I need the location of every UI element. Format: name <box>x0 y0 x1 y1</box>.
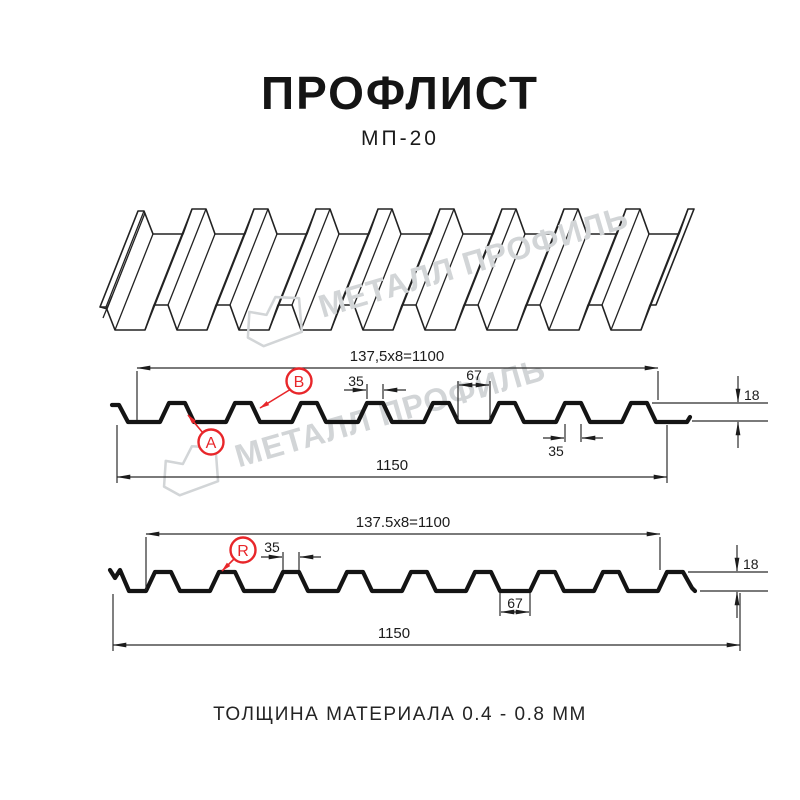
dim-text-valley-1: 67 <box>466 367 482 383</box>
dim-text-pitch-2: 137.5x8=1100 <box>356 514 450 531</box>
dim-overall-2: 1150 <box>112 593 741 651</box>
header: ПРОФЛИСТ МП-20 <box>0 66 800 151</box>
dim-rib-top-2: 35 <box>261 539 321 570</box>
dim-text-rib-top-1: 35 <box>348 373 364 389</box>
dim-text-valley-2: 67 <box>507 595 523 611</box>
callout-r: R <box>221 536 257 572</box>
dim-text-overall-1: 1150 <box>376 457 408 474</box>
dim-text-height-2: 18 <box>743 556 759 572</box>
callout-r-label: R <box>237 543 249 560</box>
dim-pitch-1: 137,5x8=1100 <box>136 348 659 420</box>
profile-outline-1 <box>109 400 693 425</box>
dim-text-height-1: 18 <box>744 387 760 403</box>
page-title: ПРОФЛИСТ <box>261 67 539 119</box>
callout-a-label: A <box>206 435 217 452</box>
sheet-edge-thickness <box>99 212 146 319</box>
dim-rib-top-1: 35 <box>344 373 406 399</box>
dim-pitch-2: 137.5x8=1100 <box>145 514 661 590</box>
profile-outline-2 <box>107 567 698 594</box>
dim-height-2: 18 <box>688 545 768 618</box>
dim-text-rib-bottom-1: 35 <box>548 443 564 459</box>
dim-text-overall-2: 1150 <box>378 625 410 642</box>
dim-text-pitch-1: 137,5x8=1100 <box>350 348 444 365</box>
cross-section-1: 137,5x8=1100 35 67 <box>109 348 768 483</box>
dim-valley-2: 67 <box>499 593 531 616</box>
dim-rib-bottom-1: 35 <box>543 424 603 459</box>
callout-b: B <box>259 367 313 409</box>
dim-text-rib-top-2: 35 <box>264 539 280 555</box>
dim-height-1: 18 <box>652 376 768 448</box>
callout-b-label: B <box>294 374 305 391</box>
cross-section-2: 137.5x8=1100 35 67 <box>107 514 768 651</box>
dim-valley-1: 67 <box>457 367 491 420</box>
rib-edge-lines <box>105 208 689 331</box>
material-thickness-note: ТОЛЩИНА МАТЕРИАЛА 0.4 - 0.8 ММ <box>213 704 587 725</box>
dim-overall-1: 1150 <box>116 425 668 483</box>
product-model: МП-20 <box>361 127 439 150</box>
